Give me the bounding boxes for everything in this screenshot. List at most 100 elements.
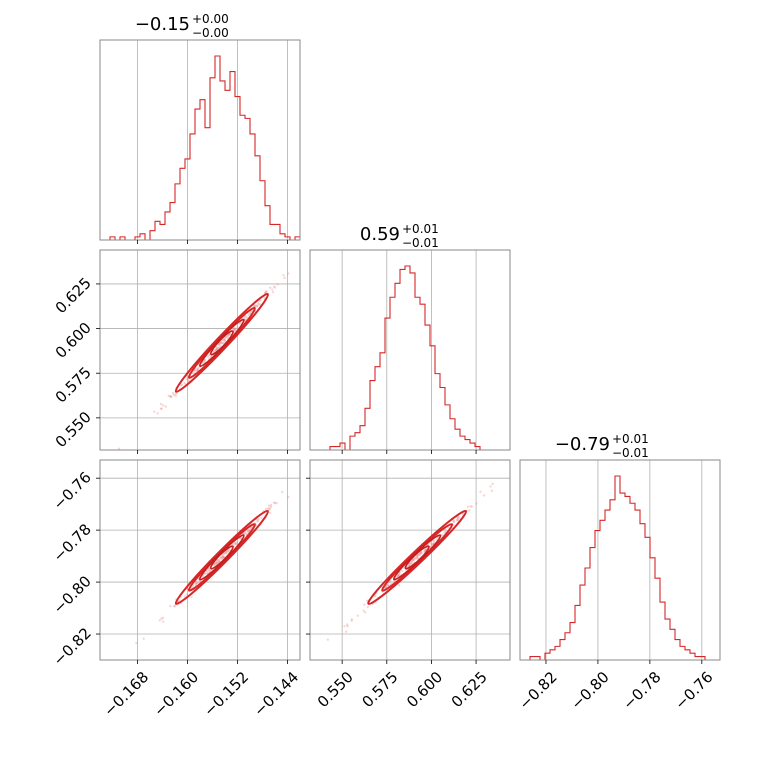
sample-point [350,619,353,622]
sample-point [217,343,220,346]
sample-point [259,299,262,302]
sample-point [226,336,229,339]
sample-point [193,369,197,372]
sample-point [195,581,198,585]
sample-point [396,574,399,577]
param-title-median-2: −0.79 [555,434,610,455]
sample-point [269,505,273,509]
sample-point [238,322,241,325]
sample-point [457,515,460,519]
sample-point [256,302,260,305]
sample-point [410,560,414,563]
sample-point [470,505,473,508]
sample-point [216,560,219,563]
sample-point [272,285,276,288]
sample-point [243,532,246,535]
sample-point [415,555,419,558]
sample-point [190,595,193,599]
sample-point [233,327,237,330]
sample-point [233,542,237,546]
sample-point [152,410,156,413]
sample-point [388,581,391,584]
sample-point [232,327,236,331]
sample-point [183,595,186,598]
sample-point [423,549,426,553]
y-tick-label: 0.625 [52,274,95,317]
sample-point [416,557,419,560]
sample-point [283,276,286,280]
sample-point [206,570,209,573]
sample-point [185,378,188,381]
sample-point [194,582,197,586]
sample-point [414,557,417,560]
sample-point [196,581,200,585]
sample-point [185,593,188,596]
x-tick-label: 0.625 [448,668,491,711]
sample-point [201,574,205,578]
sample-point [223,337,226,340]
x-tick-label: −0.82 [515,668,560,713]
sample-point [225,551,228,555]
sample-point [233,327,237,331]
x-tick-label: −0.152 [200,668,252,720]
sample-point [416,557,419,560]
sample-point [458,517,461,520]
sample-point [446,526,450,529]
sample-point [231,542,235,546]
sample-point [420,552,423,555]
y-tick-label: −0.80 [50,572,95,617]
sample-point [167,394,170,398]
sample-point [178,599,181,602]
sample-point [214,561,218,564]
sample-point [257,303,261,306]
x-tick-label: −0.160 [150,668,202,720]
sample-point [271,288,274,291]
sample-point [443,531,446,534]
sample-point [419,551,422,555]
param-title-median-1: 0.59 [360,224,400,245]
sample-point [490,489,493,493]
sample-point [436,536,440,539]
sample-point [433,541,436,544]
y-tick-label: 0.575 [52,363,95,406]
sample-point [234,542,237,545]
sample-point [271,290,275,294]
sample-point [180,383,183,386]
contour-level-1 [381,523,454,592]
sample-point [169,395,172,398]
sample-point [244,315,248,318]
sample-point [223,339,226,342]
sample-point [363,611,367,614]
sample-point [419,552,422,555]
sample-point [219,557,222,560]
axes-frame [309,459,511,661]
contour-level-0 [174,509,269,605]
sample-point [264,291,267,294]
sample-point [234,542,237,545]
hist-panel-2: −0.79 +0.01−0.01 [519,432,721,664]
sample-point [195,369,199,372]
sample-point [172,393,175,397]
sample-point [255,305,258,308]
x-tick-label: 0.550 [314,668,357,711]
histogram-line-0 [100,55,300,241]
sample-point [159,407,163,411]
sample-point [250,526,253,530]
y-tick-label: −0.76 [50,468,95,513]
sample-point [415,555,418,559]
sample-point [243,531,247,534]
sample-point [194,582,197,586]
sample-point [441,533,444,537]
sample-point [220,556,223,559]
y-tick-label: −0.82 [50,624,95,669]
sample-point [397,573,400,577]
sample-point [268,508,271,511]
sample-point [408,564,411,567]
sample-point [207,354,210,357]
sample-point [255,304,258,307]
sample-point [159,402,163,406]
sample-point [195,581,199,584]
sample-point [248,312,251,316]
sample-point [174,394,177,398]
